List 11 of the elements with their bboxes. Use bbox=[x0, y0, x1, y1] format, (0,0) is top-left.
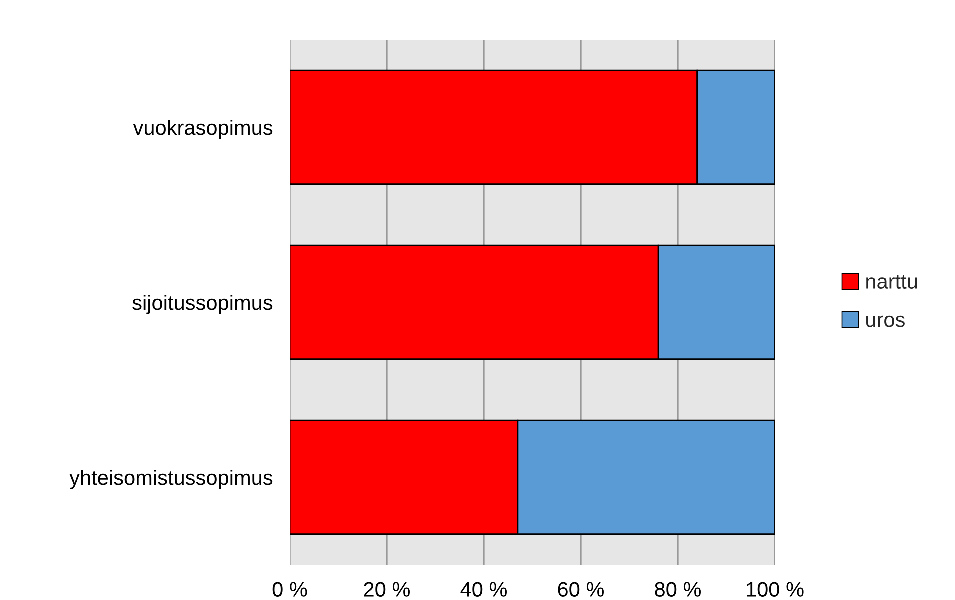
x-tick-label: 80 % bbox=[655, 582, 702, 597]
x-tick-label: 60 % bbox=[558, 582, 604, 597]
y-tick-label: sijoitussopimus bbox=[132, 294, 273, 314]
x-tick-label: 0 % bbox=[272, 582, 308, 597]
x-tick-label: 40 % bbox=[460, 582, 508, 597]
x-tick-label: 100 % bbox=[747, 582, 804, 597]
legend-label: narttu bbox=[866, 275, 918, 290]
legend-label: uros bbox=[866, 316, 905, 328]
x-tick-label: 20 % bbox=[364, 582, 410, 597]
y-tick-label: yhteisomistussopimus bbox=[70, 470, 273, 490]
y-tick-label: vuokrasopimus bbox=[133, 120, 273, 140]
